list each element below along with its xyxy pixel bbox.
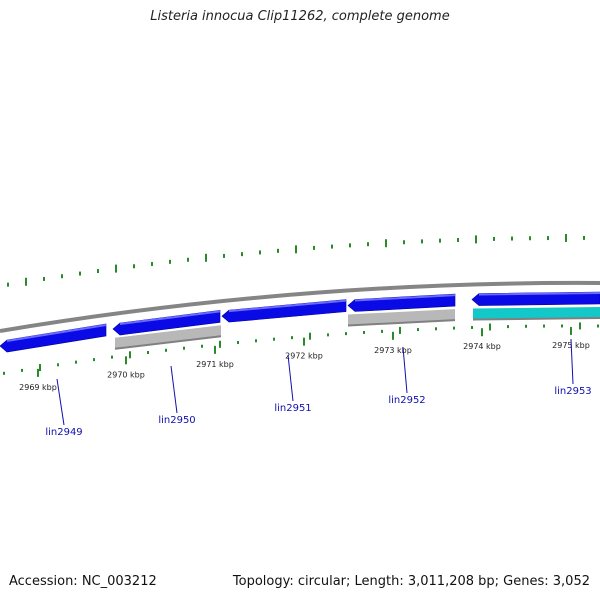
tick-label: 2972 kbp: [285, 352, 323, 361]
gene-label-lin2949: lin2949: [45, 427, 82, 438]
tick-label: 2973 kbp: [374, 346, 412, 355]
genome-backbone: [0, 280, 600, 333]
reverse-gene-block: [473, 307, 600, 320]
gene-label-lin2952: lin2952: [388, 395, 425, 406]
map-title: Listeria innocua Clip11262, complete gen…: [150, 9, 450, 24]
major-ticks: 2969 kbp 2970 kbp 2971 kbp 2972 kbp 2973 kbp…: [19, 326, 590, 392]
gene-callout-line: [170, 365, 178, 414]
gene-callouts: lin2949 lin2950 lin2951 lin2952 lin2953: [45, 338, 592, 438]
gene-label-lin2950: lin2950: [158, 415, 195, 426]
gene-callout-line: [570, 338, 574, 385]
reverse-gene-block: [115, 325, 221, 349]
gene-callout-line: [56, 378, 65, 426]
gene-label-lin2951: lin2951: [274, 403, 311, 414]
tick-label: 2970 kbp: [107, 370, 145, 379]
gene-callout-line: [402, 346, 408, 394]
tick-label: 2971 kbp: [196, 360, 234, 369]
minor-ticks-outer: [7, 233, 585, 287]
reverse-strand-genes: [114, 307, 600, 350]
accession-label: Accession: NC_003212: [9, 574, 157, 589]
gene-label-lin2953: lin2953: [554, 386, 591, 397]
genome-summary: Topology: circular; Length: 3,011,208 bp…: [232, 574, 590, 589]
forward-strand-genes: [0, 291, 600, 353]
tick-label: 2969 kbp: [19, 383, 57, 392]
tick-label: 2974 kbp: [463, 342, 501, 351]
minor-ticks-inner: [3, 322, 599, 375]
gene-callout-line: [287, 354, 294, 402]
